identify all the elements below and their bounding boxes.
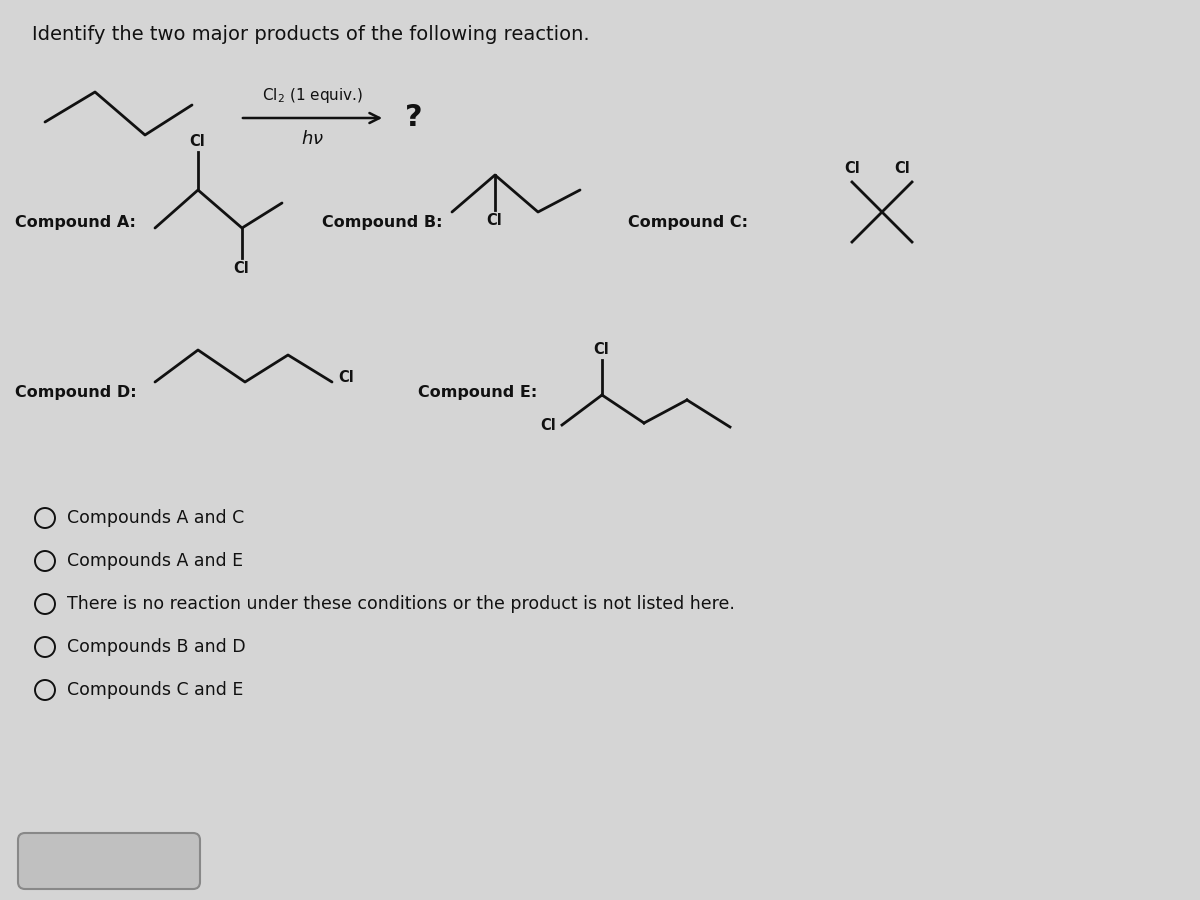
Circle shape: [35, 551, 55, 571]
Text: Save for Later: Save for Later: [53, 853, 166, 868]
Text: Cl: Cl: [540, 418, 556, 433]
Text: Cl$_2$ (1 equiv.): Cl$_2$ (1 equiv.): [262, 86, 364, 105]
Text: Cl: Cl: [894, 161, 910, 176]
Circle shape: [35, 594, 55, 614]
Text: Cl: Cl: [190, 134, 205, 149]
Text: Compound A:: Compound A:: [14, 214, 136, 230]
Text: Compound E:: Compound E:: [418, 384, 538, 400]
Text: There is no reaction under these conditions or the product is not listed here.: There is no reaction under these conditi…: [67, 595, 734, 613]
Text: Cl: Cl: [338, 371, 354, 385]
Text: Cl: Cl: [233, 261, 248, 276]
Text: Compounds C and E: Compounds C and E: [67, 681, 244, 699]
Text: Cl: Cl: [845, 161, 860, 176]
Text: Cl: Cl: [486, 213, 502, 228]
Circle shape: [35, 680, 55, 700]
Text: Cl: Cl: [593, 342, 608, 357]
Text: Compound D:: Compound D:: [14, 384, 137, 400]
Text: Compounds A and E: Compounds A and E: [67, 552, 244, 570]
Circle shape: [35, 637, 55, 657]
Text: Compounds A and C: Compounds A and C: [67, 509, 245, 527]
Text: Compound B:: Compound B:: [322, 214, 443, 230]
Text: ?: ?: [406, 104, 422, 132]
Text: $h\nu$: $h\nu$: [301, 130, 324, 148]
Text: Identify the two major products of the following reaction.: Identify the two major products of the f…: [32, 25, 589, 44]
Text: Compounds B and D: Compounds B and D: [67, 638, 246, 656]
Circle shape: [35, 508, 55, 528]
Text: Compound C:: Compound C:: [628, 214, 748, 230]
FancyBboxPatch shape: [18, 833, 200, 889]
